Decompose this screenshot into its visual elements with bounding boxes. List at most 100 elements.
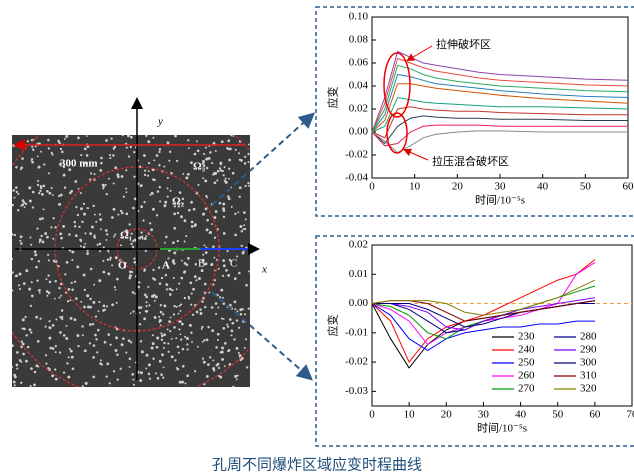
speckle <box>159 310 163 314</box>
speckle <box>112 147 116 150</box>
speckle <box>76 265 80 269</box>
speckle <box>201 258 205 262</box>
speckle <box>222 296 225 299</box>
speckle <box>212 173 215 176</box>
speckle <box>62 371 66 374</box>
x-label: x <box>261 264 267 276</box>
speckle <box>107 250 110 253</box>
series-line <box>371 64 629 133</box>
speckle <box>86 294 90 298</box>
speckle <box>243 162 247 165</box>
panel-frame <box>315 6 634 217</box>
speckle <box>139 311 142 314</box>
speckle <box>133 260 137 264</box>
speckle <box>237 152 240 155</box>
x-tick-label: 0 <box>369 181 375 193</box>
speckle <box>236 310 239 313</box>
speckle <box>243 211 246 214</box>
speckle <box>37 179 40 182</box>
speckle <box>79 245 82 248</box>
speckle <box>58 351 62 354</box>
speckle <box>28 287 32 291</box>
speckle <box>204 207 208 211</box>
speckle <box>120 175 124 178</box>
speckle <box>201 325 204 329</box>
speckle <box>92 375 96 379</box>
speckle <box>18 287 22 291</box>
speckle <box>128 276 132 280</box>
speckle <box>128 270 132 274</box>
speckle <box>102 309 105 312</box>
speckle <box>20 166 24 169</box>
speckle <box>173 205 176 208</box>
speckle <box>41 240 45 244</box>
speckle <box>238 271 241 275</box>
speckle <box>237 351 240 354</box>
speckle <box>69 349 73 353</box>
speckle <box>110 137 113 140</box>
speckle <box>96 351 99 354</box>
speckle <box>94 213 96 216</box>
speckle <box>187 257 190 260</box>
speckle <box>236 255 239 258</box>
speckle <box>109 156 112 160</box>
speckle <box>243 346 246 349</box>
speckle <box>183 240 186 243</box>
speckle <box>159 304 162 307</box>
speckle <box>59 193 63 197</box>
speckle <box>51 347 55 350</box>
speckle <box>158 282 162 285</box>
speckle <box>247 152 250 156</box>
speckle <box>248 270 250 273</box>
speckle <box>242 228 245 231</box>
speckle <box>240 230 244 233</box>
speckle <box>155 154 159 157</box>
speckle <box>159 324 162 327</box>
speckle <box>63 138 66 140</box>
speckle <box>62 224 66 228</box>
speckle <box>64 273 67 276</box>
speckle <box>167 342 170 345</box>
speckle <box>140 350 144 354</box>
speckle <box>97 310 100 313</box>
speckle <box>169 189 172 192</box>
speckle <box>19 235 23 239</box>
speckle <box>100 359 102 362</box>
speckle <box>144 169 147 172</box>
speckle <box>93 173 96 176</box>
speckle <box>141 238 144 240</box>
speckle <box>180 215 183 219</box>
speckle <box>228 363 232 366</box>
speckle <box>147 161 151 165</box>
speckle <box>219 163 222 166</box>
speckle <box>39 189 42 192</box>
speckle <box>172 313 176 316</box>
speckle <box>107 272 111 276</box>
y-tick-label: 0.04 <box>349 80 369 92</box>
region-label: Ω₂ <box>172 196 185 208</box>
speckle <box>160 373 163 377</box>
speckle <box>219 351 222 354</box>
x-axis-title: 时间/10⁻⁵s <box>477 422 527 435</box>
speckle <box>122 337 125 340</box>
speckle <box>65 324 68 327</box>
speckle <box>107 333 111 336</box>
speckle <box>186 172 190 176</box>
speckle <box>89 232 93 236</box>
speckle <box>178 320 182 323</box>
speckle <box>31 190 35 194</box>
speckle <box>52 237 55 240</box>
speckle <box>46 294 49 297</box>
speckle <box>227 349 231 352</box>
speckle <box>84 232 87 235</box>
speckle <box>192 207 196 211</box>
speckle <box>14 186 18 189</box>
speckle <box>239 313 243 316</box>
speckle <box>244 184 247 188</box>
speckle <box>139 340 143 343</box>
speckle <box>222 232 226 235</box>
speckle <box>176 239 180 243</box>
speckle <box>65 135 69 138</box>
speckle <box>152 357 155 360</box>
speckle <box>81 334 84 337</box>
